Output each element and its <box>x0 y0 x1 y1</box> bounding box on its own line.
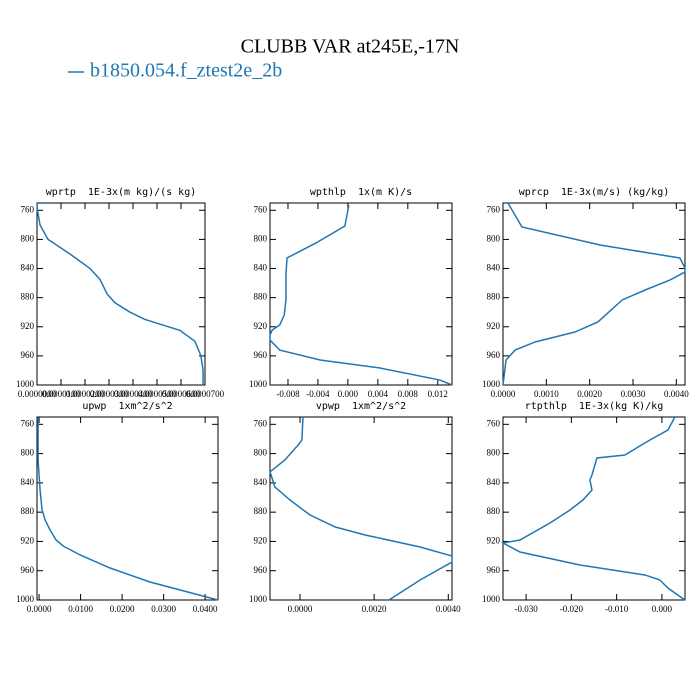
y-tick-label: 1000 <box>16 594 35 604</box>
panel-title: wprcp 1E-3x(m/s) (kg/kg) <box>519 187 670 198</box>
x-tick-label: 0.0000300 <box>90 389 129 399</box>
x-tick-label: 0.0040 <box>436 604 461 614</box>
y-tick-label: 960 <box>487 565 501 575</box>
panel-title: upwp 1xm^2/s^2 <box>82 401 172 412</box>
x-tick-label: 0.0000 <box>27 604 52 614</box>
y-tick-label: 760 <box>21 204 35 214</box>
y-tick-label: 1000 <box>249 594 268 604</box>
y-tick-label: 840 <box>254 477 268 487</box>
x-tick-label: 0.0000500 <box>138 389 177 399</box>
panel-title: rtpthlp 1E-3x(kg K)/kg <box>525 401 663 412</box>
panel-title: wpthlp 1x(m K)/s <box>310 187 412 198</box>
y-tick-label: 880 <box>487 506 501 516</box>
x-tick-label: 0.0200 <box>110 604 135 614</box>
x-tick-label: 0.012 <box>428 389 448 399</box>
y-tick-label: 800 <box>254 233 268 243</box>
plot-frame <box>269 416 453 601</box>
x-tick-label: 0.0300 <box>151 604 176 614</box>
x-tick-label: 0.0400 <box>193 604 218 614</box>
y-tick-label: 1000 <box>249 379 268 389</box>
y-tick-label: 1000 <box>16 379 35 389</box>
profile-line <box>37 417 219 601</box>
panel-title: vpwp 1xm^2/s^2 <box>316 401 406 412</box>
y-tick-label: 960 <box>21 350 35 360</box>
y-tick-label: 800 <box>487 233 501 243</box>
plot-frame <box>36 416 219 601</box>
y-tick-label: 840 <box>487 477 501 487</box>
y-tick-label: 880 <box>487 292 501 302</box>
y-tick-label: 920 <box>254 321 268 331</box>
plot-frame <box>502 202 686 386</box>
y-tick-label: 920 <box>21 321 35 331</box>
y-tick-label: 880 <box>21 292 35 302</box>
plot-frame <box>502 416 686 601</box>
x-tick-label: 0.0020 <box>362 604 387 614</box>
x-tick-label: 0.0000 <box>288 604 313 614</box>
x-tick-label: 0.0000 <box>491 389 516 399</box>
profile-line <box>269 204 453 386</box>
profile-line <box>36 202 204 385</box>
x-tick-label: 0.000 <box>338 389 359 399</box>
x-tick-label: 0.0010 <box>534 389 559 399</box>
y-tick-label: 800 <box>21 448 35 458</box>
profile-line <box>500 416 686 601</box>
x-tick-label: 0.004 <box>368 389 389 399</box>
x-tick-label: 0.0000100 <box>42 389 81 399</box>
x-tick-label: 0.0000200 <box>66 389 105 399</box>
x-tick-label: 0.0040 <box>664 389 689 399</box>
y-tick-label: 1000 <box>482 379 501 389</box>
profile-line <box>502 202 686 386</box>
legend-label: b1850.054.f_ztest2e_2b <box>90 60 282 82</box>
x-tick-label: -0.020 <box>560 604 584 614</box>
y-tick-label: 960 <box>254 350 268 360</box>
y-tick-label: 920 <box>254 536 268 546</box>
x-tick-label: 0.0020 <box>577 389 602 399</box>
plot-frame <box>269 202 453 386</box>
y-tick-label: 1000 <box>482 594 501 604</box>
y-tick-label: 880 <box>21 506 35 516</box>
y-tick-label: 840 <box>21 477 35 487</box>
y-tick-label: 760 <box>487 204 501 214</box>
x-tick-label: -0.008 <box>276 389 300 399</box>
y-tick-label: 920 <box>487 321 501 331</box>
x-tick-label: -0.010 <box>605 604 629 614</box>
plot-frame <box>36 202 206 386</box>
profile-line <box>269 416 453 601</box>
y-tick-label: 760 <box>254 204 268 214</box>
y-tick-label: 920 <box>21 536 35 546</box>
y-tick-label: 840 <box>254 263 268 273</box>
y-tick-label: 760 <box>21 418 35 428</box>
x-tick-label: 0.008 <box>398 389 419 399</box>
x-tick-label: 0.0000600 <box>162 389 201 399</box>
x-tick-label: 0.0000700 <box>186 389 225 399</box>
x-tick-label: -0.004 <box>306 389 330 399</box>
y-tick-label: 800 <box>254 448 268 458</box>
y-tick-label: 800 <box>487 448 501 458</box>
y-tick-label: 920 <box>487 536 501 546</box>
x-tick-label: -0.030 <box>514 604 538 614</box>
x-tick-label: 0.0030 <box>621 389 646 399</box>
y-tick-label: 840 <box>21 263 35 273</box>
y-tick-label: 840 <box>487 263 501 273</box>
y-tick-label: 960 <box>487 350 501 360</box>
y-tick-label: 960 <box>21 565 35 575</box>
y-tick-label: 760 <box>487 418 501 428</box>
y-tick-label: 760 <box>254 418 268 428</box>
y-tick-label: 960 <box>254 565 268 575</box>
x-tick-label: 0.0100 <box>68 604 93 614</box>
y-tick-label: 880 <box>254 292 268 302</box>
y-tick-label: 880 <box>254 506 268 516</box>
figure-title: CLUBB VAR at245E,-17N <box>241 36 460 58</box>
x-tick-label: 0.000 <box>652 604 673 614</box>
panel-title: wprtp 1E-3x(m kg)/(s kg) <box>46 187 197 198</box>
y-tick-label: 800 <box>21 233 35 243</box>
x-tick-label: 0.0000000 <box>18 389 57 399</box>
x-tick-label: 0.0000400 <box>114 389 153 399</box>
